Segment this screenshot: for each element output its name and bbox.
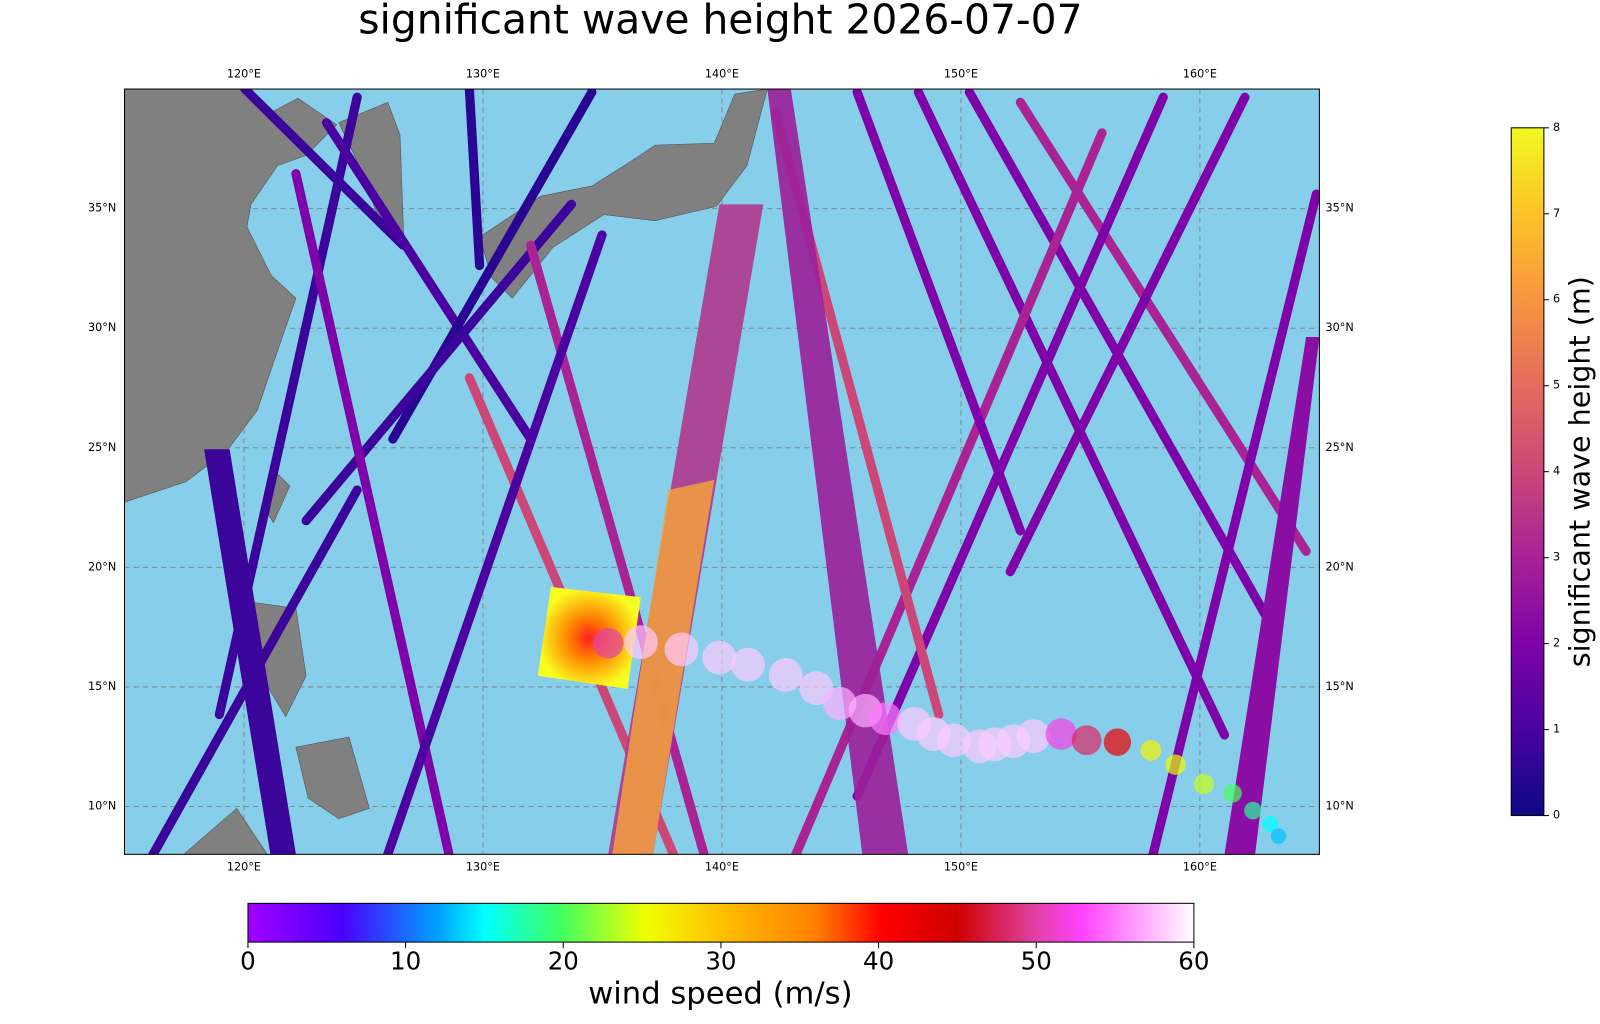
y-tick-label: 30°N bbox=[1326, 321, 1354, 334]
colorbar-tick-label: 40 bbox=[863, 947, 894, 976]
colorbar-tick-label: 20 bbox=[548, 947, 579, 976]
map-area bbox=[124, 89, 1320, 855]
track-point bbox=[1045, 718, 1078, 750]
x-tick-label: 150°E bbox=[944, 68, 978, 81]
track-point bbox=[937, 723, 971, 758]
x-tick-label: 160°E bbox=[1183, 68, 1217, 81]
x-tick-label: 150°E bbox=[944, 861, 978, 874]
chart-title: significant wave height 2026-07-07 bbox=[358, 0, 1082, 44]
y-tick-label: 25°N bbox=[88, 441, 116, 454]
land bbox=[124, 89, 768, 855]
y-tick-label: 15°N bbox=[1326, 680, 1354, 693]
track-point bbox=[869, 702, 902, 736]
track-point bbox=[731, 647, 765, 682]
wind-colorbar bbox=[247, 902, 1195, 943]
track-point bbox=[702, 640, 737, 675]
y-tick-label: 20°N bbox=[1326, 560, 1354, 573]
track-point bbox=[592, 627, 624, 659]
x-tick-label: 160°E bbox=[1183, 861, 1217, 874]
track-point bbox=[664, 632, 699, 667]
colorbar-tick-label: 0 bbox=[1553, 809, 1560, 822]
y-tick-label: 10°N bbox=[88, 800, 116, 813]
colorbar-tick-label: 30 bbox=[705, 947, 736, 976]
colorbar-tick-label: 50 bbox=[1021, 947, 1052, 976]
track-point bbox=[1165, 754, 1186, 775]
wave-colorbar bbox=[1510, 127, 1545, 817]
track-point bbox=[1103, 728, 1132, 756]
y-tick-label: 30°N bbox=[88, 321, 116, 334]
x-tick-label: 140°E bbox=[705, 68, 739, 81]
colorbar-tick-label: 2 bbox=[1553, 637, 1560, 650]
track-point bbox=[768, 658, 803, 692]
sar-swaths bbox=[204, 89, 1320, 855]
typhoon-track bbox=[592, 625, 1287, 844]
track-point bbox=[1270, 828, 1287, 844]
y-tick-label: 35°N bbox=[1326, 202, 1354, 215]
colorbar-tick-label: 60 bbox=[1178, 947, 1209, 976]
colorbar-tick-label: 7 bbox=[1553, 207, 1560, 220]
x-tick-label: 140°E bbox=[705, 861, 739, 874]
colorbar-tick-label: 8 bbox=[1553, 121, 1560, 134]
colorbar-tick-label: 10 bbox=[390, 947, 421, 976]
track-point bbox=[823, 686, 857, 721]
colorbar-tick-label: 3 bbox=[1553, 551, 1560, 564]
y-tick-label: 20°N bbox=[88, 560, 116, 573]
wind-colorbar-label: wind speed (m/s) bbox=[588, 977, 852, 1012]
colorbar-tick-label: 1 bbox=[1553, 723, 1560, 736]
wave-colorbar-label: significant wave height (m) bbox=[1563, 276, 1597, 667]
y-tick-label: 35°N bbox=[88, 202, 116, 215]
axis-ticks: 120°E 120°E 130°E 130°E 140°E 140°E 150°E 150°E… bbox=[88, 68, 1354, 874]
track-point bbox=[1140, 739, 1162, 761]
y-tick-label: 15°N bbox=[88, 680, 116, 693]
track-point bbox=[1193, 774, 1214, 795]
colorbar-tick-label: 0 bbox=[240, 947, 256, 976]
x-tick-label: 130°E bbox=[466, 861, 500, 874]
x-tick-label: 120°E bbox=[227, 68, 261, 81]
colorbar-tick-label: 6 bbox=[1553, 293, 1560, 306]
x-tick-label: 130°E bbox=[466, 68, 500, 81]
track-point bbox=[1223, 784, 1242, 803]
x-tick-label: 120°E bbox=[227, 861, 261, 874]
colorbar-tick-label: 4 bbox=[1553, 465, 1560, 478]
y-tick-label: 25°N bbox=[1326, 441, 1354, 454]
y-tick-label: 10°N bbox=[1326, 800, 1354, 813]
colorbar-tick-label: 5 bbox=[1553, 379, 1560, 392]
map-frame bbox=[123, 88, 1320, 855]
track-point bbox=[1071, 725, 1102, 756]
track-point bbox=[1016, 719, 1051, 754]
track-point bbox=[1262, 815, 1279, 833]
colorbar-ticks: 0 1 2 3 4 5 6 7 8 0 10 20 30 40 50 60 bbox=[240, 121, 1560, 976]
track-point bbox=[623, 625, 658, 660]
track-point bbox=[1244, 801, 1262, 820]
